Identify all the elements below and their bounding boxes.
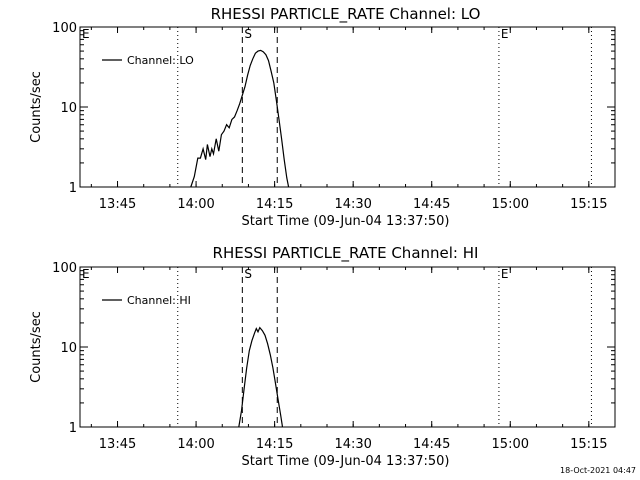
panel-1-x-tick-label: 14:15 bbox=[256, 197, 293, 212]
panel-1-plot-frame bbox=[79, 26, 616, 188]
panel-1-y-axis-label: Counts/sec bbox=[29, 71, 44, 143]
panel-1-event-marker-label: S bbox=[244, 27, 252, 41]
panel-2-x-tick-label: 13:45 bbox=[99, 437, 136, 452]
panel-1-x-tick-label: 14:00 bbox=[177, 197, 214, 212]
panel-1-y-tick-label: 10 bbox=[60, 101, 77, 116]
panel-1-event-marker-label: E bbox=[82, 27, 90, 41]
panel-1-title: RHESSI PARTICLE_RATE Channel: LO bbox=[211, 5, 481, 24]
panel-1-series-line-1 bbox=[190, 49, 290, 188]
panel-1-x-tick-label: 14:30 bbox=[334, 197, 371, 212]
panel-2-y-tick-label: 1 bbox=[69, 421, 77, 436]
panel-2-y-tick-label: 100 bbox=[52, 261, 77, 276]
panel-2-x-axis-label: Start Time (09-Jun-04 13:37:50) bbox=[242, 454, 450, 469]
footer-timestamp: 18-Oct-2021 04:47 bbox=[560, 466, 636, 475]
panel-2-x-tick-label: 14:30 bbox=[334, 437, 371, 452]
panel-1-x-tick-label: 15:15 bbox=[570, 197, 607, 212]
panel-2-y-tick-label: 10 bbox=[60, 341, 77, 356]
panel-1-x-tick-label: 14:45 bbox=[413, 197, 450, 212]
panel-2-x-tick-label: 14:00 bbox=[177, 437, 214, 452]
panel-1-event-marker-label: E bbox=[501, 27, 509, 41]
panel-2-legend-label: Channel: HI bbox=[127, 294, 191, 307]
panel-1-x-tick-label: 13:45 bbox=[99, 197, 136, 212]
panel-2-x-tick-label: 14:15 bbox=[256, 437, 293, 452]
panel-2-x-tick-label: 15:00 bbox=[492, 437, 529, 452]
panel-2-x-tick-label: 14:45 bbox=[413, 437, 450, 452]
panel-2-x-tick-label: 15:15 bbox=[570, 437, 607, 452]
panel-1-legend-label: Channel: LO bbox=[127, 54, 194, 67]
panel-2-title: RHESSI PARTICLE_RATE Channel: HI bbox=[213, 244, 479, 263]
panel-2-series-line-1 bbox=[238, 326, 284, 428]
panel-2-plot-frame bbox=[79, 266, 616, 428]
panel-1-y-tick-label: 100 bbox=[52, 21, 77, 36]
panel-2-event-marker-label: E bbox=[82, 267, 90, 281]
panel-2-y-axis-label: Counts/sec bbox=[29, 311, 44, 383]
panel-1-x-axis-label: Start Time (09-Jun-04 13:37:50) bbox=[242, 214, 450, 229]
panel-1-y-tick-label: 1 bbox=[69, 181, 77, 196]
panel-2-event-marker-label: E bbox=[501, 267, 509, 281]
panel-2-event-marker-label: S bbox=[244, 267, 252, 281]
panel-1-x-tick-label: 15:00 bbox=[492, 197, 529, 212]
